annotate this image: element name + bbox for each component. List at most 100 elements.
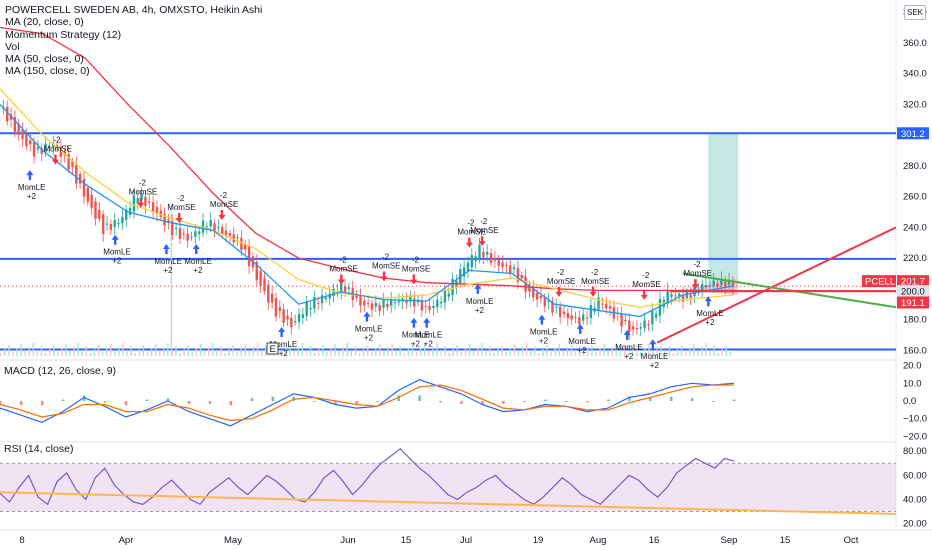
volume-bar (265, 346, 267, 356)
candle-body (82, 178, 86, 197)
volume-bar (69, 351, 71, 356)
volume-bar (40, 346, 43, 356)
rsi-y-tick: 40.00 (903, 494, 927, 505)
short-signal-arrow-icon (589, 286, 597, 297)
price-label: 191.1 (901, 298, 925, 309)
rsi-y-tick: 60.00 (903, 470, 927, 481)
signal-label: MomLE (402, 331, 430, 340)
volume-bar (146, 352, 149, 356)
candle-body (5, 106, 9, 122)
volume-bar (338, 351, 340, 356)
x-tick-label: Jun (340, 535, 355, 546)
legend-item-vol[interactable]: Vol (5, 40, 20, 53)
volume-bar (717, 353, 719, 356)
volume-bar (501, 345, 503, 356)
macd-histogram-bar (607, 399, 610, 401)
candle-body (654, 313, 658, 318)
signal-label: MomLE (696, 309, 724, 318)
rsi-title[interactable]: RSI (14, close) (4, 443, 74, 455)
long-signal-arrow-icon (278, 326, 286, 337)
macd-histogram-bar (40, 401, 44, 406)
volume-bar (89, 353, 92, 356)
volume-bar (207, 347, 210, 356)
macd-title[interactable]: MACD (12, 26, close, 9) (4, 365, 117, 377)
macd-histogram-bar (460, 401, 463, 404)
volume-bar (656, 347, 658, 356)
volume-bar (16, 348, 18, 356)
candle-body (670, 293, 673, 297)
signal-label: MomLE (270, 340, 298, 349)
candle-body (244, 243, 247, 250)
volume-bar (322, 345, 324, 356)
volume-bar (623, 346, 626, 356)
ma-150-line (0, 26, 734, 292)
macd-histogram-bar (418, 395, 421, 401)
x-tick-label: 15 (780, 535, 791, 546)
candle-body (148, 201, 151, 203)
signal-label: MomLE (641, 352, 669, 361)
candle-body (274, 298, 278, 317)
candle-body (727, 279, 731, 285)
short-signal-arrow-icon (51, 154, 59, 165)
legend-item-ma50[interactable]: MA (50, close, 0) (5, 53, 84, 66)
volume-bar (97, 345, 100, 356)
candle-body (397, 301, 401, 303)
price-label-box (897, 275, 929, 288)
candle-body (263, 278, 266, 292)
candle-body (505, 265, 508, 267)
candle-body (213, 223, 216, 232)
currency-selector[interactable]: SEK (904, 5, 926, 20)
volume-bar (20, 344, 22, 356)
volume-bar (326, 352, 328, 356)
legend-item-momentum[interactable]: Momentum Strategy (12) (5, 28, 122, 41)
volume-bar (175, 346, 177, 356)
volume-bar (668, 346, 671, 356)
legend-item-ma20[interactable]: MA (20, close, 0) (5, 16, 84, 29)
candle-body (163, 213, 166, 226)
candle-body (301, 314, 305, 319)
candle-body (382, 300, 385, 308)
signal-label: MomSE (372, 261, 400, 270)
candle-body (293, 321, 297, 323)
legend-item-ma150[interactable]: MA (150, close, 0) (5, 65, 90, 78)
short-signal-arrow-icon (137, 197, 145, 208)
volume-bar (220, 346, 222, 356)
long-signal-arrow-icon (423, 317, 431, 328)
ticker-label-box (862, 275, 896, 288)
volume-bar (448, 353, 450, 356)
candle-body (155, 207, 159, 215)
volume-bar (110, 344, 112, 356)
volume-bar (57, 352, 59, 356)
macd-histogram-bar (250, 398, 254, 401)
y-tick-label: 160.0 (903, 345, 927, 356)
candle-body (29, 140, 32, 145)
candle-body (197, 231, 201, 235)
candle-body (581, 314, 585, 321)
candle-body (128, 207, 132, 215)
volume-bar (534, 346, 536, 356)
candle-body (658, 298, 662, 316)
volume-bar (603, 344, 605, 356)
candle-body (482, 251, 485, 258)
volume-bar (452, 349, 454, 356)
candle-body (389, 299, 393, 306)
signal-qty: -2 (139, 179, 147, 188)
candle-body (635, 327, 639, 330)
candle-body (478, 244, 481, 259)
long-signal-arrow-icon (363, 311, 371, 322)
volume-bar (440, 350, 442, 356)
rsi-line (0, 448, 735, 506)
macd-histogram-bar (334, 401, 337, 404)
candle-body (52, 143, 55, 148)
volume-bar (574, 350, 577, 356)
macd-histogram-bar (481, 401, 484, 406)
volume-bar (216, 350, 218, 356)
signal-label: MomSE (683, 269, 711, 278)
volume-bar (411, 345, 414, 356)
signal-label: MomSE (402, 265, 430, 274)
candle-body (286, 315, 289, 320)
volume-bar (195, 348, 198, 356)
volume-bar (4, 349, 6, 356)
candle-body (378, 304, 381, 311)
